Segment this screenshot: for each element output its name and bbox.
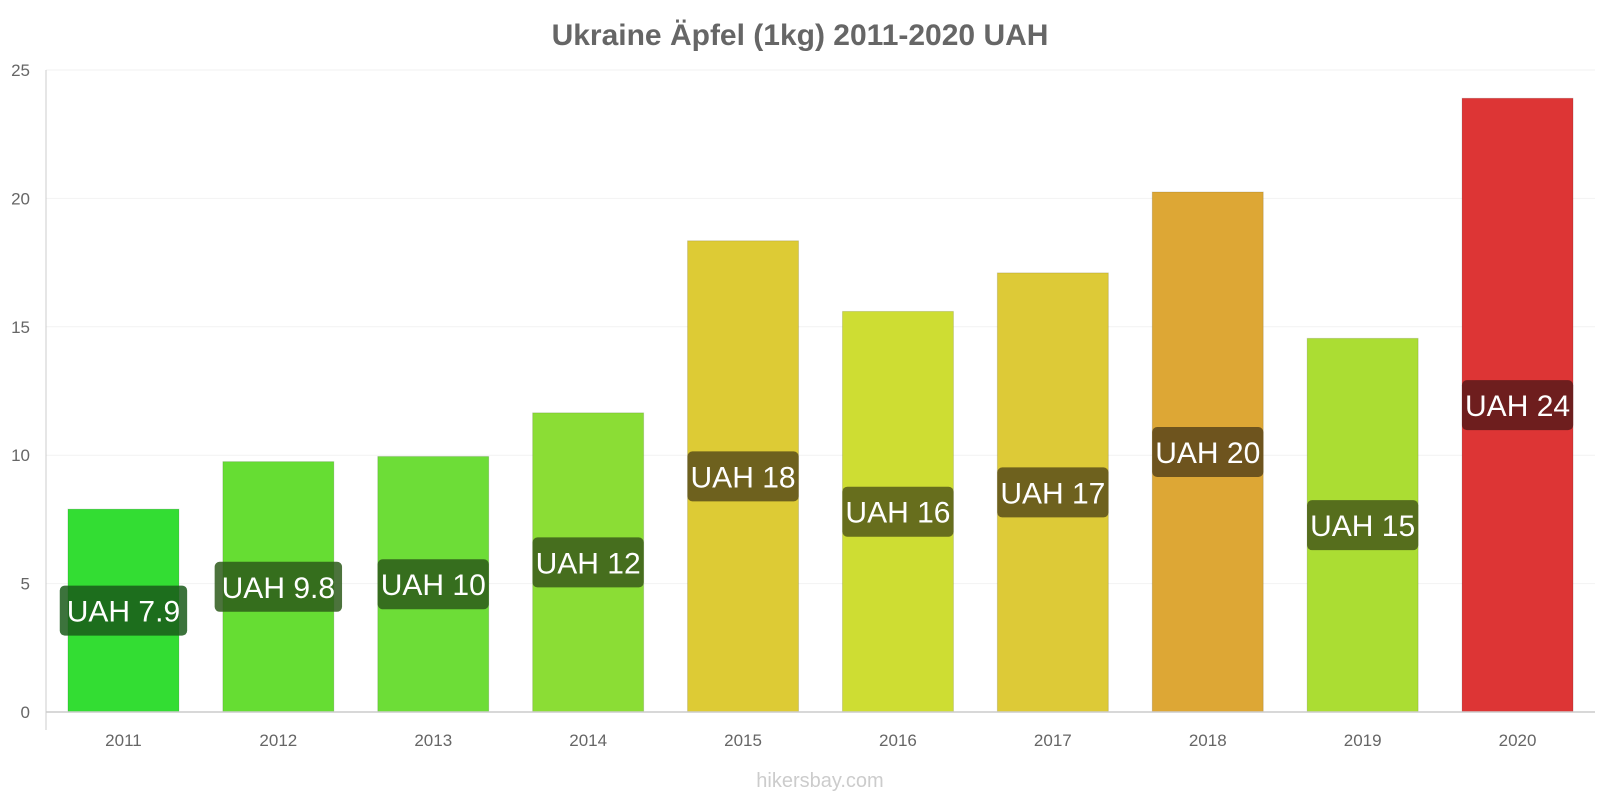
value-label-box	[842, 486, 954, 537]
value-label: UAH 9.8	[222, 572, 335, 605]
chart-title: Ukraine Äpfel (1kg) 2011-2020 UAH	[552, 19, 1049, 52]
value-label-box	[997, 467, 1109, 518]
value-label-box	[1307, 500, 1419, 551]
credit-text: hikersbay.com	[756, 770, 883, 792]
value-label: UAH 20	[1155, 437, 1260, 470]
value-label: UAH 16	[845, 497, 950, 530]
y-tick-label: 25	[11, 61, 30, 80]
value-label-box	[1461, 380, 1574, 431]
x-axis: 2011 2012 2013 2014 2015 2016 2017 2018 2019 2020	[105, 731, 1536, 750]
x-tick-label: 2020	[1499, 731, 1537, 750]
x-tick-label: 2015	[724, 731, 762, 750]
x-tick-label: 2014	[569, 731, 607, 750]
value-label-box	[377, 559, 489, 610]
x-tick-label: 2011	[105, 731, 142, 750]
x-tick-label: 2012	[259, 731, 297, 750]
value-labels: UAH 7.9 UAH 9.8 UAH 10 UAH 12 UAH 18 UAH 16 UA…	[59, 380, 1574, 636]
y-tick-label: 0	[21, 703, 30, 722]
y-tick-label: 20	[11, 189, 30, 208]
value-label: UAH 7.9	[67, 596, 180, 629]
value-label: UAH 15	[1310, 510, 1415, 543]
y-tick-label: 15	[11, 318, 30, 337]
x-tick-label: 2016	[879, 731, 917, 750]
value-label: UAH 10	[381, 569, 486, 602]
bars	[67, 97, 1574, 713]
value-label-box	[59, 585, 188, 636]
value-label: UAH 12	[536, 547, 641, 580]
value-label-box	[214, 561, 343, 612]
value-label-box	[532, 537, 644, 588]
x-tick-label: 2019	[1344, 731, 1382, 750]
x-tick-label: 2013	[414, 731, 452, 750]
value-label-box	[687, 451, 799, 502]
value-label: UAH 24	[1465, 390, 1570, 423]
y-tick-label: 10	[11, 446, 30, 465]
value-label: UAH 17	[1000, 477, 1105, 510]
x-tick-label: 2018	[1189, 731, 1227, 750]
value-label-box	[1152, 426, 1264, 477]
x-tick-label: 2017	[1034, 731, 1072, 750]
y-axis: 0 5 10 15 20 25	[11, 61, 30, 722]
y-tick-label: 5	[21, 575, 30, 594]
value-label: UAH 18	[691, 461, 796, 494]
